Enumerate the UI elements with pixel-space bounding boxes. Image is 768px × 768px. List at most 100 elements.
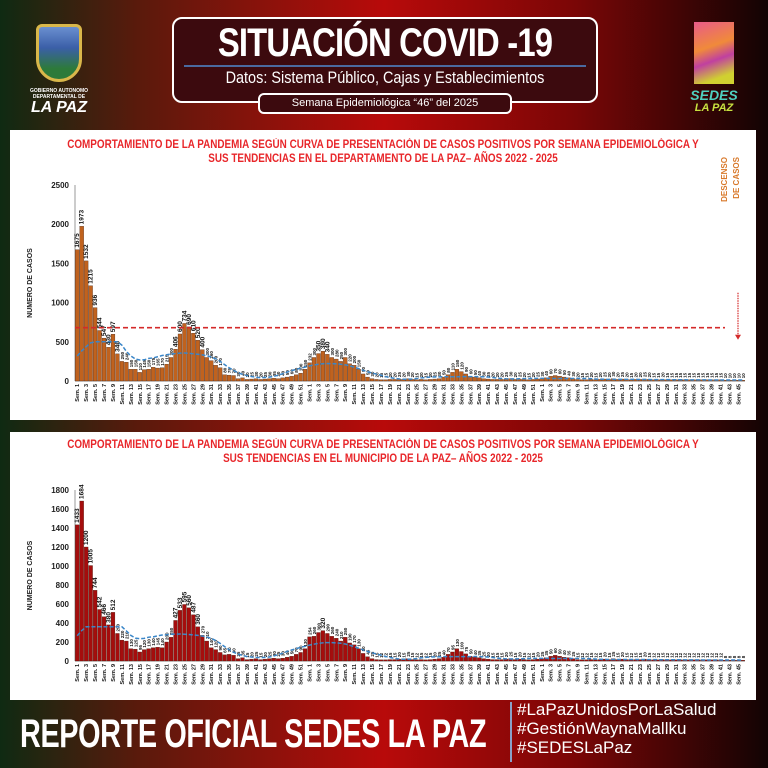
sedes-logo: SEDES LA PAZ — [686, 22, 742, 126]
data-label: 20 — [522, 372, 527, 378]
hashtag: #LaPazUnidosPorLaSalud — [517, 700, 717, 719]
x-tick-label: Sem. 23 — [406, 664, 412, 685]
x-tick-label: Sem. 49 — [522, 384, 528, 405]
x-tick-label: Sem. 25 — [182, 664, 188, 685]
bar — [209, 360, 214, 382]
data-label: 40 — [442, 650, 447, 656]
data-label: 25 — [509, 651, 514, 657]
data-label: 50 — [442, 370, 447, 376]
data-label: 150 — [133, 359, 138, 367]
x-tick-label: Sem. 21 — [629, 664, 635, 685]
data-label: 15 — [647, 652, 652, 658]
x-tick-label: Sem. 29 — [665, 664, 671, 685]
bar — [369, 378, 375, 382]
bar — [490, 379, 495, 382]
bar — [486, 378, 491, 382]
bar — [307, 362, 312, 382]
data-label: 140 — [160, 638, 165, 646]
data-label: 8 — [732, 655, 737, 658]
bar — [454, 369, 459, 382]
x-tick-label: Sem. 27 — [656, 384, 662, 405]
data-label: 120 — [214, 640, 219, 648]
bar — [579, 379, 585, 382]
x-tick-label: Sem. 43 — [495, 384, 501, 405]
x-tick-label: Sem. 45 — [272, 664, 278, 685]
y-tick-label: 0 — [65, 657, 70, 666]
x-tick-label: Sem. 23 — [174, 384, 180, 405]
bar — [387, 659, 392, 662]
bar — [338, 640, 343, 662]
data-label: 25 — [370, 651, 375, 657]
data-label: 210 — [339, 631, 344, 639]
bar — [472, 657, 477, 662]
bar — [486, 658, 491, 662]
x-tick-label: Sem. 1 — [308, 664, 314, 682]
data-label: 20 — [258, 372, 263, 378]
x-tick-label: Sem. 3 — [316, 664, 322, 682]
data-label: 125 — [133, 639, 138, 647]
bar — [258, 659, 263, 662]
data-label: 15 — [710, 372, 715, 378]
bar — [378, 379, 384, 382]
x-tick-label: Sem. 23 — [638, 664, 644, 685]
bar — [428, 659, 433, 662]
bar — [633, 379, 638, 382]
bar — [343, 637, 348, 662]
data-label: 8 — [736, 655, 741, 658]
data-label: 30 — [437, 371, 442, 377]
data-label: 12 — [683, 652, 688, 658]
bar — [512, 379, 518, 382]
bar — [285, 657, 290, 662]
x-tick-label: Sem. 3 — [549, 384, 555, 402]
data-label: 90 — [361, 366, 366, 372]
x-tick-label: Sem. 27 — [191, 664, 197, 685]
x-tick-label: Sem. 27 — [424, 384, 430, 405]
data-label: 597 — [110, 321, 117, 332]
x-tick-label: Sem. 9 — [576, 664, 582, 682]
data-label: 25 — [254, 651, 259, 657]
data-label: 15 — [696, 372, 701, 378]
y-tick-label: 1600 — [51, 505, 69, 514]
x-tick-label: Sem. 19 — [156, 664, 162, 685]
x-tick-label: Sem. 33 — [450, 384, 456, 405]
bar — [285, 376, 290, 382]
x-tick-label: Sem. 13 — [593, 384, 599, 405]
bar — [428, 379, 433, 382]
bar — [356, 648, 361, 662]
bar — [195, 340, 200, 382]
x-tick-label: Sem. 33 — [218, 664, 224, 685]
data-label: 20 — [638, 372, 643, 378]
x-tick-label: Sem. 31 — [674, 664, 680, 685]
bar — [200, 349, 205, 382]
data-label: 190 — [348, 633, 353, 641]
bar — [244, 379, 250, 382]
data-label: 15 — [651, 372, 656, 378]
bar — [173, 620, 178, 662]
trend-line — [76, 341, 743, 381]
data-label: 15 — [428, 652, 433, 658]
data-label: 80 — [294, 367, 299, 373]
data-label: 20 — [647, 372, 652, 378]
data-label: 30 — [540, 371, 545, 377]
data-label: 25 — [571, 651, 576, 657]
bar — [432, 658, 437, 662]
y-tick-label: 1500 — [51, 259, 69, 268]
bar — [218, 367, 223, 382]
data-label: 95 — [450, 644, 455, 650]
data-label: 487 — [190, 602, 197, 613]
bar — [155, 367, 160, 382]
x-tick-label: Sem. 23 — [638, 384, 644, 405]
bar — [588, 379, 593, 382]
x-tick-label: Sem. 17 — [611, 664, 617, 685]
bar — [115, 353, 120, 382]
x-tick-label: Sem. 39 — [245, 664, 251, 685]
bar — [267, 378, 272, 382]
data-label: 20 — [397, 652, 402, 658]
data-label: 20 — [634, 372, 639, 378]
bar — [204, 640, 209, 662]
bar — [521, 379, 526, 382]
bar — [88, 285, 93, 382]
data-label: 15 — [245, 652, 250, 658]
x-tick-label: Sem. 43 — [263, 384, 269, 405]
data-label: 644 — [97, 317, 104, 328]
